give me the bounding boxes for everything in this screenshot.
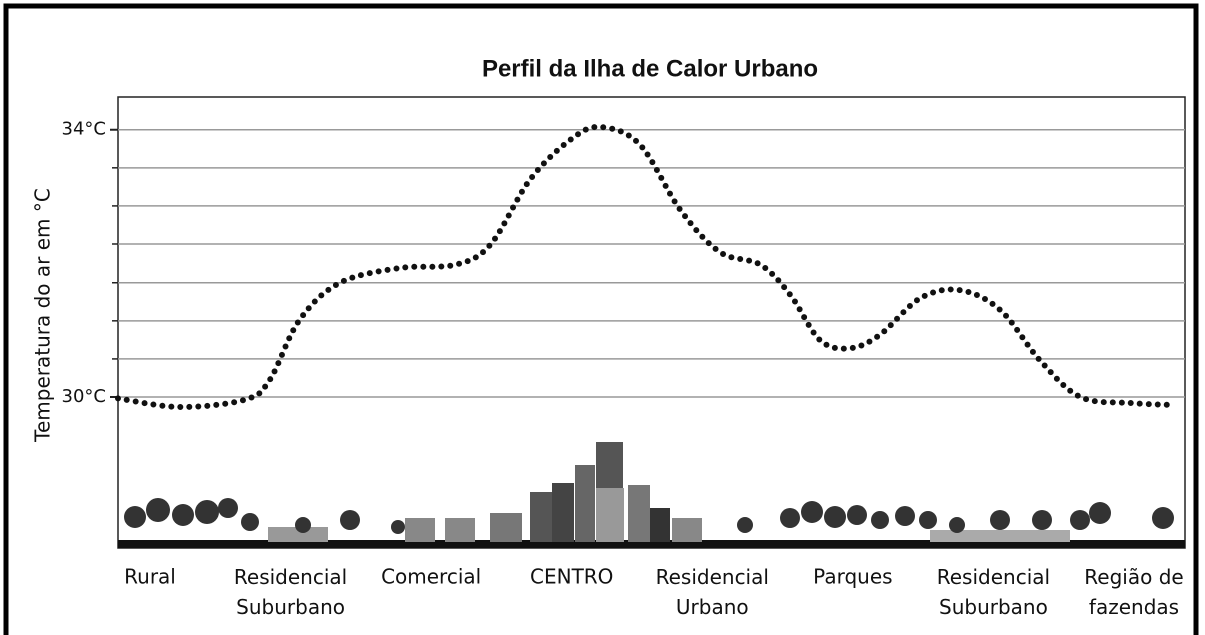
x-category-label: Comercial — [381, 565, 481, 589]
chart: Perfil da Ilha de Calor Urbano Temperatu… — [0, 0, 1205, 635]
chart-title: Perfil da Ilha de Calor Urbano — [482, 55, 818, 82]
skyline — [118, 442, 1185, 548]
y-tick-label: 30°C — [62, 386, 106, 407]
y-axis-label: Temperatura do ar em °C — [31, 188, 55, 443]
x-category-label: Parques — [813, 565, 892, 589]
x-category-label: CENTRO — [530, 565, 613, 589]
temperature-line — [118, 127, 1175, 407]
y-tick-label: 34°C — [62, 119, 106, 140]
x-category-label: Rural — [124, 565, 176, 589]
